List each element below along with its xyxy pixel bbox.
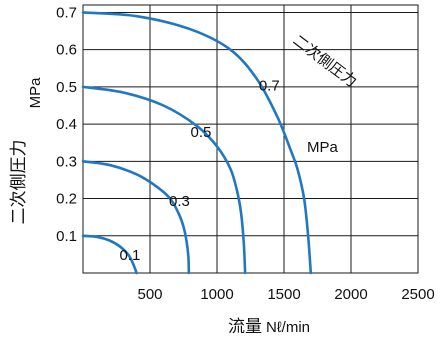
curve-0-7 — [81, 11, 313, 275]
x-tick-label: 2500 — [401, 286, 434, 303]
curve-label: 0.5 — [190, 124, 211, 141]
curves — [81, 11, 313, 275]
labels: 500 1000 1500 2000 2500 0.1 0.2 0.3 0.4 0.5 0.6 0.7… — [56, 4, 435, 303]
curve-label: 0.7 — [259, 78, 280, 95]
y-tick-label: 0.3 — [56, 153, 77, 170]
x-tick-label: 1000 — [200, 286, 233, 303]
y-tick-label: 0.4 — [56, 116, 77, 133]
plot-frame — [82, 4, 419, 274]
y-axis-title: 二次側圧力 — [9, 140, 29, 225]
mpa-annotation: MPa — [307, 139, 339, 156]
x-tick-label: 2000 — [334, 286, 367, 303]
curve-label: 0.1 — [119, 247, 140, 264]
x-axis-title: 流量 — [228, 317, 262, 337]
curve-0-1 — [81, 234, 138, 275]
x-tick-label: 1500 — [267, 286, 300, 303]
curve-label: 0.3 — [169, 193, 190, 210]
curve-0-3 — [81, 160, 191, 275]
plot-grid — [82, 4, 419, 274]
y-tick-label: 0.2 — [56, 191, 77, 208]
y-tick-label: 0.7 — [56, 4, 77, 21]
curve-0-5 — [81, 85, 247, 275]
x-axis-unit: Nℓ/min — [266, 319, 310, 336]
y-tick-label: 0.1 — [56, 228, 77, 245]
y-axis-title-unit: MPa — [27, 77, 44, 109]
y-tick-label: 0.5 — [56, 79, 77, 96]
secondary-pressure-annotation: 二次側圧力 — [290, 31, 361, 91]
x-tick-label: 500 — [137, 286, 162, 303]
y-tick-label: 0.6 — [56, 42, 77, 59]
